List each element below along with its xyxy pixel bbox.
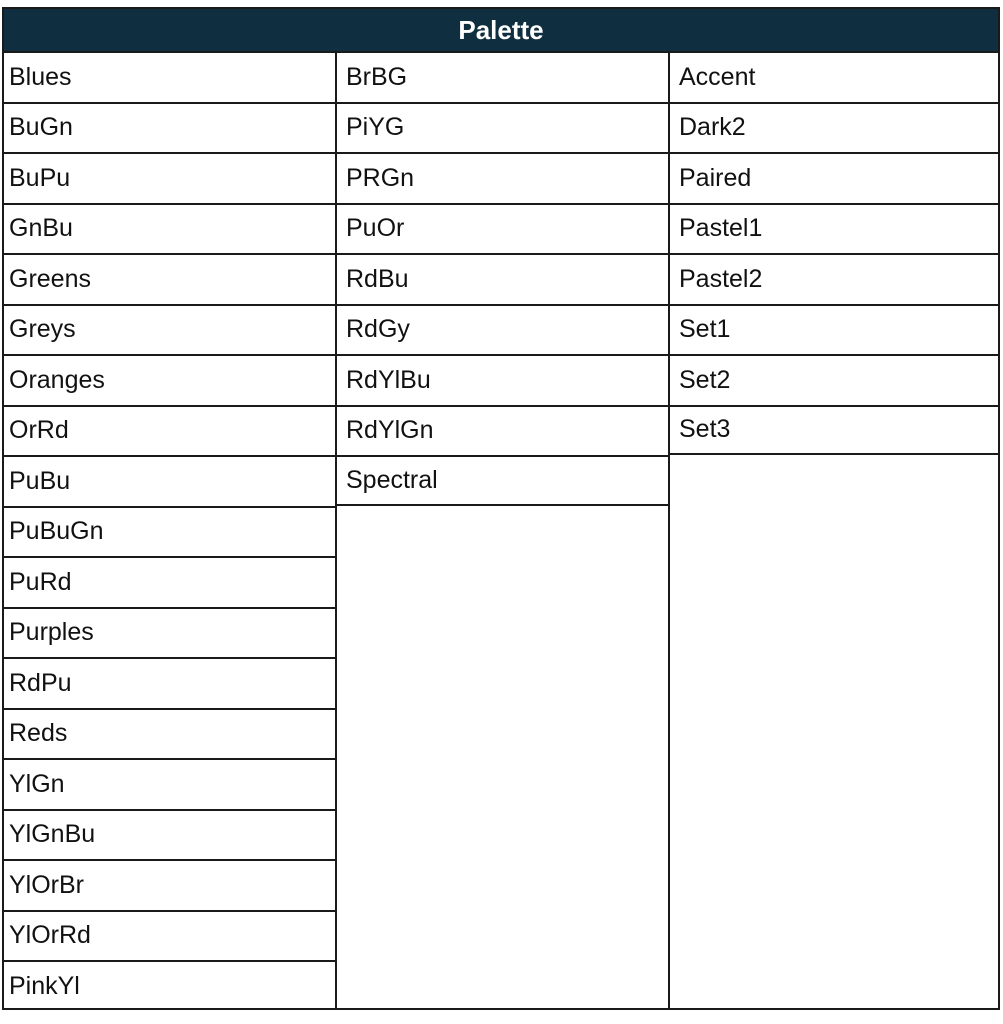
table-cell: PiYG — [337, 101, 670, 153]
table-cell: Reds — [4, 707, 335, 759]
table-cell: PuOr — [337, 202, 670, 254]
table-header: Palette — [4, 9, 998, 51]
table-cell: Set1 — [670, 303, 1000, 355]
table-cell: Set2 — [670, 354, 1000, 405]
table-cell: Dark2 — [670, 101, 1000, 153]
table-cell: Greens — [4, 253, 335, 304]
column-qualitative: Accent Dark2 Paired Pastel1 Pastel2 Set1 Set2 S… — [668, 51, 1000, 1008]
table-cell: Accent — [670, 51, 1000, 102]
column-diverging: BrBG PiYG PRGn PuOr RdBu RdGy RdYlBu RdYlGn Spec… — [335, 51, 670, 1008]
table-cell: GnBu — [4, 202, 335, 254]
table-cell: Greys — [4, 303, 335, 355]
table-cell: PuRd — [4, 556, 335, 607]
table-cell: PuBuGn — [4, 505, 335, 557]
table-cell: RdYlBu — [337, 354, 670, 405]
table-cell: YlOrRd — [4, 909, 335, 961]
table-cell: RdPu — [4, 657, 335, 708]
table-cell: Blues — [4, 51, 335, 102]
table-cell: YlOrBr — [4, 859, 335, 910]
table-cell: RdGy — [337, 303, 670, 355]
table-cell: BuPu — [4, 152, 335, 203]
table-cell: RdYlGn — [337, 404, 670, 456]
table-cell: OrRd — [4, 404, 335, 456]
table-cell: RdBu — [337, 253, 670, 304]
table-cell: Purples — [4, 606, 335, 658]
table-cell: Set3 — [670, 404, 1000, 455]
table-cell: Pastel2 — [670, 253, 1000, 304]
table-cell: BrBG — [337, 51, 670, 102]
table-cell: PinkYl — [4, 960, 335, 1011]
column-sequential: Blues BuGn BuPu GnBu Greens Greys Oranges OrRd P… — [4, 51, 335, 1008]
table-cell: BuGn — [4, 101, 335, 153]
table-cell: Paired — [670, 152, 1000, 203]
table-cell: Spectral — [337, 455, 670, 506]
table-cell: Pastel1 — [670, 202, 1000, 254]
table-cell: Oranges — [4, 354, 335, 405]
palette-table: Palette Blues BuGn BuPu GnBu Greens Greys Oran… — [2, 7, 1000, 1010]
table-cell: PRGn — [337, 152, 670, 203]
table-cell: PuBu — [4, 455, 335, 506]
table-cell: YlGn — [4, 758, 335, 809]
table-cell: YlGnBu — [4, 808, 335, 860]
